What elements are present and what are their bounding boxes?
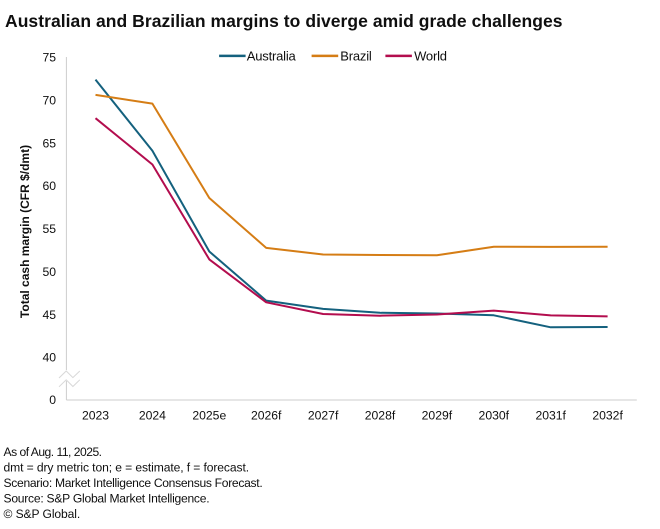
svg-text:50: 50 <box>42 265 56 279</box>
svg-text:Total cash margin (CFR $/dmt): Total cash margin (CFR $/dmt) <box>18 145 32 318</box>
svg-text:40: 40 <box>42 351 56 365</box>
svg-text:Source: S&P Global Market Inte: Source: S&P Global Market Intelligence. <box>4 492 210 506</box>
svg-text:Australia: Australia <box>247 48 297 63</box>
svg-text:2024: 2024 <box>139 408 166 422</box>
svg-text:Brazil: Brazil <box>340 48 372 63</box>
svg-text:As of Aug. 11, 2025.: As of Aug. 11, 2025. <box>4 445 102 459</box>
svg-text:2027f: 2027f <box>308 408 339 422</box>
svg-text:2025e: 2025e <box>192 408 226 422</box>
svg-text:60: 60 <box>42 179 56 193</box>
svg-text:70: 70 <box>42 93 56 107</box>
svg-text:2030f: 2030f <box>479 408 510 422</box>
svg-text:2032f: 2032f <box>592 408 623 422</box>
svg-text:2028f: 2028f <box>365 408 396 422</box>
svg-text:0: 0 <box>49 393 56 407</box>
svg-text:45: 45 <box>42 308 56 322</box>
svg-text:55: 55 <box>42 222 56 236</box>
svg-text:2029f: 2029f <box>422 408 453 422</box>
svg-text:2031f: 2031f <box>535 408 566 422</box>
svg-text:World: World <box>414 48 447 63</box>
svg-text:Scenario: Market Intelligence: Scenario: Market Intelligence Consensus … <box>4 476 263 490</box>
svg-text:2026f: 2026f <box>251 408 282 422</box>
svg-text:65: 65 <box>42 136 56 150</box>
svg-text:© S&P Global.: © S&P Global. <box>4 507 81 521</box>
svg-text:75: 75 <box>42 51 56 65</box>
svg-text:2023: 2023 <box>82 408 109 422</box>
svg-text:dmt = dry metric ton; e = esti: dmt = dry metric ton; e = estimate, f = … <box>4 461 249 475</box>
svg-text:Australian and Brazilian margi: Australian and Brazilian margins to dive… <box>5 11 563 31</box>
